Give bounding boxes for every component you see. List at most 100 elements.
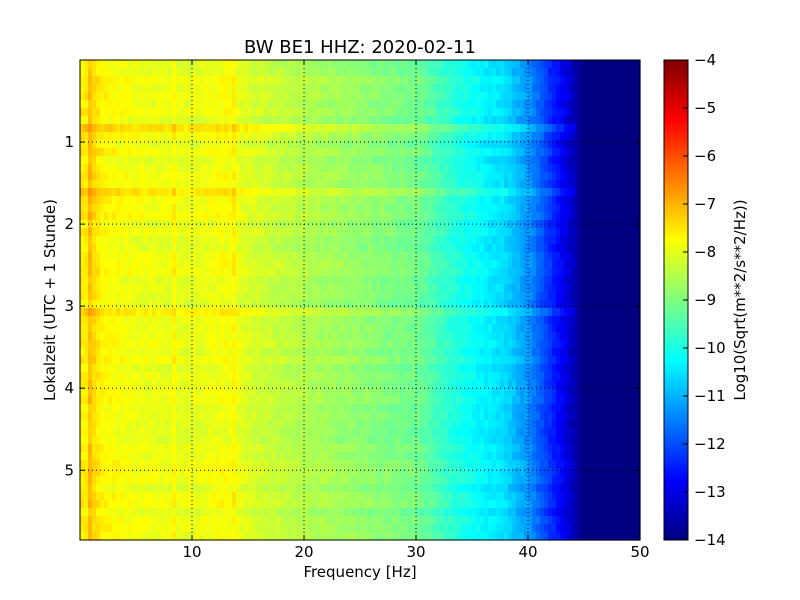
heatmap-cell: [228, 316, 233, 325]
heatmap-cell: [524, 60, 529, 69]
heatmap-cell: [552, 228, 557, 237]
heatmap-cell: [236, 340, 241, 349]
heatmap-cell: [500, 276, 505, 285]
heatmap-cell: [84, 324, 89, 333]
heatmap-cell: [212, 92, 217, 101]
heatmap-cell: [156, 220, 161, 229]
heatmap-cell: [108, 172, 113, 181]
heatmap-cell: [188, 276, 193, 285]
heatmap-cell: [304, 300, 309, 309]
heatmap-cell: [144, 228, 149, 237]
heatmap-cell: [148, 212, 153, 221]
heatmap-cell: [616, 124, 621, 133]
heatmap-cell: [528, 212, 533, 221]
heatmap-cell: [448, 300, 453, 309]
heatmap-cell: [436, 284, 441, 293]
heatmap-cell: [144, 172, 149, 181]
heatmap-cell: [240, 188, 245, 197]
heatmap-cell: [564, 228, 569, 237]
heatmap-cell: [172, 236, 177, 245]
heatmap-cell: [352, 252, 357, 261]
heatmap-cell: [196, 156, 201, 165]
heatmap-cell: [596, 148, 601, 157]
heatmap-cell: [500, 132, 505, 141]
heatmap-cell: [336, 180, 341, 189]
heatmap-cell: [244, 212, 249, 221]
heatmap-cell: [568, 196, 573, 205]
heatmap-cell: [136, 60, 141, 69]
heatmap-cell: [432, 180, 437, 189]
heatmap-cell: [468, 76, 473, 85]
heatmap-cell: [300, 148, 305, 157]
heatmap-cell: [300, 252, 305, 261]
heatmap-cell: [244, 164, 249, 173]
heatmap-cell: [560, 316, 565, 325]
heatmap-cell: [388, 316, 393, 325]
heatmap-cell: [104, 60, 109, 69]
heatmap-cell: [612, 124, 617, 133]
heatmap-cell: [492, 324, 497, 333]
heatmap-cell: [152, 324, 157, 333]
heatmap-cell: [368, 156, 373, 165]
heatmap-cell: [444, 76, 449, 85]
heatmap-cell: [320, 300, 325, 309]
heatmap-cell: [472, 300, 477, 309]
heatmap-cell: [208, 308, 213, 317]
heatmap-cell: [104, 68, 109, 77]
heatmap-cell: [188, 156, 193, 165]
heatmap-cell: [628, 308, 633, 317]
heatmap-cell: [120, 260, 125, 269]
heatmap-cell: [160, 188, 165, 197]
heatmap-cell: [144, 220, 149, 229]
heatmap-cell: [360, 260, 365, 269]
heatmap-cell: [204, 284, 209, 293]
heatmap-cell: [464, 284, 469, 293]
heatmap-cell: [464, 212, 469, 221]
heatmap-cell: [232, 252, 237, 261]
heatmap-cell: [248, 308, 253, 317]
heatmap-cell: [624, 308, 629, 317]
heatmap-cell: [248, 172, 253, 181]
heatmap-cell: [124, 100, 129, 109]
heatmap-cell: [292, 316, 297, 325]
heatmap-cell: [184, 68, 189, 77]
heatmap-cell: [444, 132, 449, 141]
heatmap-cell: [160, 212, 165, 221]
heatmap-cell: [192, 268, 197, 277]
heatmap-cell: [532, 276, 537, 285]
heatmap-cell: [132, 236, 137, 245]
heatmap-cell: [476, 220, 481, 229]
heatmap-cell: [572, 148, 577, 157]
heatmap-cell: [164, 180, 169, 189]
heatmap-cell: [332, 252, 337, 261]
heatmap-cell: [80, 172, 85, 181]
heatmap-cell: [572, 124, 577, 133]
heatmap-cell: [596, 244, 601, 253]
heatmap-cell: [200, 252, 205, 261]
heatmap-cell: [396, 220, 401, 229]
heatmap-cell: [628, 324, 633, 333]
heatmap-cell: [128, 68, 133, 77]
heatmap-cell: [292, 140, 297, 149]
heatmap-cell: [372, 244, 377, 253]
heatmap-cell: [400, 228, 405, 237]
heatmap-cell: [104, 276, 109, 285]
heatmap-cell: [252, 172, 257, 181]
heatmap-cell: [360, 308, 365, 317]
heatmap-cell: [368, 84, 373, 93]
heatmap-cell: [592, 132, 597, 141]
heatmap-cell: [396, 308, 401, 317]
heatmap-cell: [484, 300, 489, 309]
heatmap-cell: [548, 324, 553, 333]
heatmap-cell: [528, 300, 533, 309]
heatmap-cell: [476, 284, 481, 293]
heatmap-cell: [436, 132, 441, 141]
heatmap-cell: [620, 124, 625, 133]
heatmap-cell: [360, 236, 365, 245]
heatmap-cell: [428, 68, 433, 77]
heatmap-cell: [80, 204, 85, 213]
heatmap-cell: [284, 116, 289, 125]
heatmap-cell: [136, 92, 141, 101]
heatmap-cell: [468, 332, 473, 341]
heatmap-cell: [80, 196, 85, 205]
